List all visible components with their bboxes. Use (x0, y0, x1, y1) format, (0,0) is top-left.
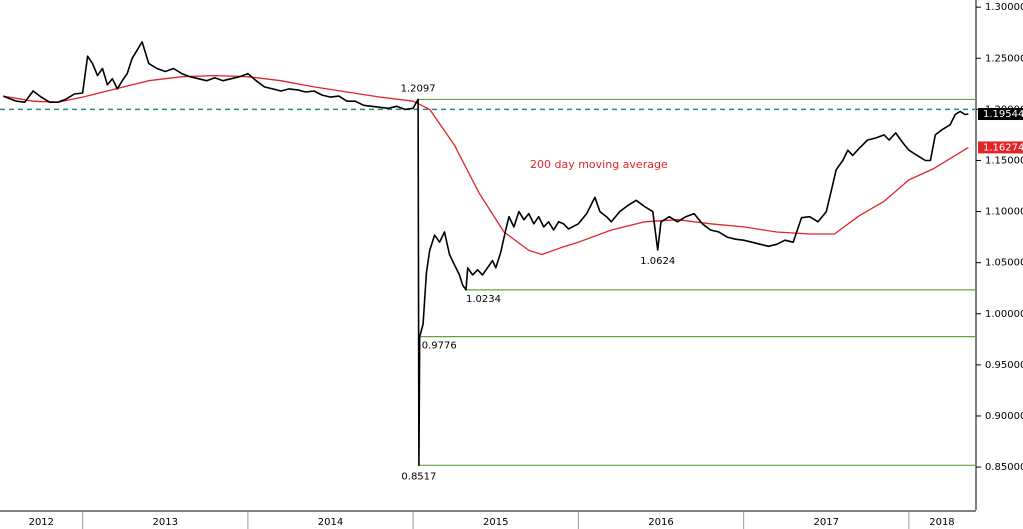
annotation: 0.9776 (422, 341, 457, 352)
y-tick-label: 0.85000 (985, 462, 1023, 473)
series-line (3, 41, 969, 467)
last-value-label: 1.19544 (983, 109, 1023, 120)
x-tick-label: 2016 (648, 517, 673, 528)
x-tick-label: 2017 (814, 517, 839, 528)
x-tick-label: 2018 (929, 517, 954, 528)
x-tick-label: 2015 (483, 517, 508, 528)
annotation: 1.0624 (640, 256, 675, 267)
y-tick-label: 1.05000 (985, 258, 1023, 269)
y-tick-label: 1.15000 (985, 155, 1023, 166)
y-tick-label: 1.10000 (985, 207, 1023, 218)
y-tick-label: 1.00000 (985, 309, 1023, 320)
x-tick-label: 2012 (29, 517, 54, 528)
x-tick-label: 2014 (318, 517, 343, 528)
y-tick-label: 0.90000 (985, 411, 1023, 422)
y-tick-label: 1.25000 (985, 53, 1023, 64)
series-line (3, 74, 969, 256)
last-value-label: 1.16274 (983, 142, 1023, 153)
y-tick-label: 1.30000 (985, 2, 1023, 13)
y-tick-label: 0.95000 (985, 360, 1023, 371)
annotation: 1.0234 (466, 294, 501, 305)
series-label: 200 day moving average (530, 158, 668, 171)
x-tick-label: 2013 (153, 517, 178, 528)
annotation: 0.8517 (401, 471, 436, 482)
last-value-box (978, 141, 1023, 154)
last-value-box (978, 108, 1023, 121)
annotation: 1.2097 (401, 83, 436, 94)
